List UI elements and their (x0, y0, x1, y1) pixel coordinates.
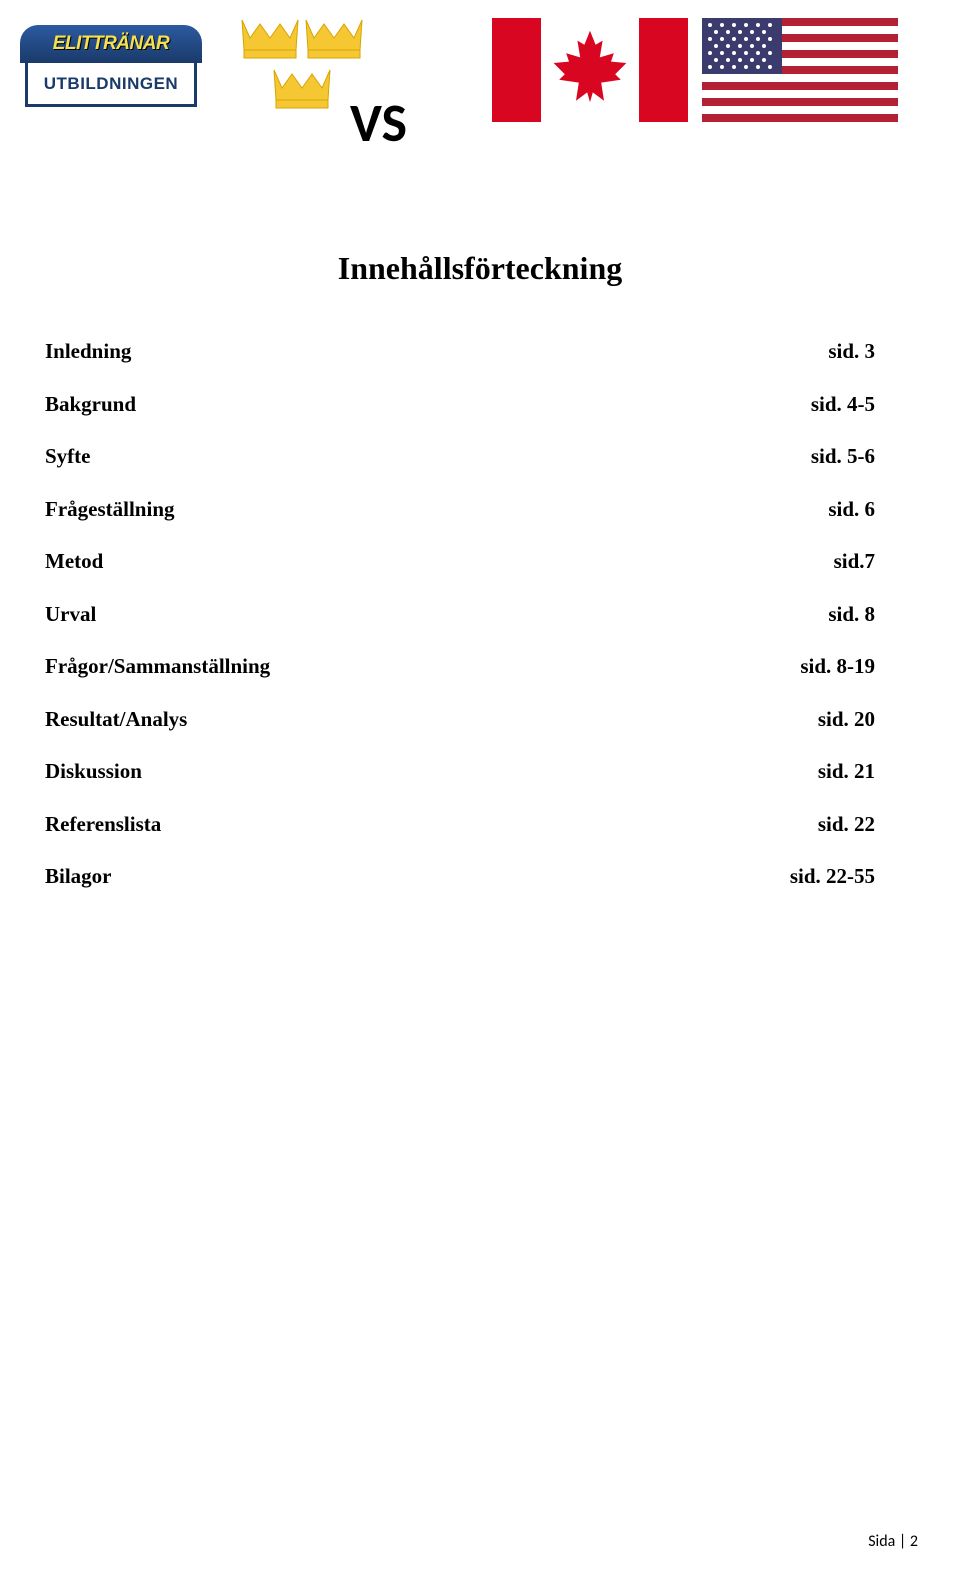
toc-pages: sid. 6 (828, 483, 875, 536)
toc-row: Bakgrund sid. 4-5 (45, 378, 875, 431)
toc-label: Inledning (45, 325, 131, 378)
toc-pages: sid. 3 (828, 325, 875, 378)
toc-row: Inledning sid. 3 (45, 325, 875, 378)
toc-pages: sid. 22-55 (790, 850, 875, 903)
logo-bottom-text: UTBILDNINGEN (25, 63, 197, 107)
flags-group (492, 18, 898, 122)
table-of-contents: Inledning sid. 3 Bakgrund sid. 4-5 Syfte… (0, 325, 960, 903)
toc-pages: sid. 8 (828, 588, 875, 641)
toc-label: Metod (45, 535, 103, 588)
toc-label: Urval (45, 588, 96, 641)
toc-label: Bilagor (45, 850, 112, 903)
usa-flag-icon (702, 18, 898, 122)
toc-pages: sid. 4-5 (811, 378, 875, 431)
toc-row: Frågor/Sammanställning sid. 8-19 (45, 640, 875, 693)
canada-flag-icon (492, 18, 688, 122)
toc-row: Referenslista sid. 22 (45, 798, 875, 851)
toc-row: Bilagor sid. 22-55 (45, 850, 875, 903)
vs-label: VS (350, 90, 407, 156)
toc-label: Referenslista (45, 798, 161, 851)
toc-label: Frågeställning (45, 483, 175, 536)
toc-label: Diskussion (45, 745, 142, 798)
program-logo: ELITTRÄNAR UTBILDNINGEN (20, 25, 202, 115)
toc-row: Metod sid.7 (45, 535, 875, 588)
toc-pages: sid. 21 (818, 745, 875, 798)
toc-pages: sid. 8-19 (800, 640, 875, 693)
toc-label: Resultat/Analys (45, 693, 187, 746)
header-bar: ELITTRÄNAR UTBILDNINGEN (0, 0, 960, 150)
toc-label: Syfte (45, 430, 91, 483)
logo-top-text: ELITTRÄNAR (20, 25, 202, 63)
toc-row: Syfte sid. 5-6 (45, 430, 875, 483)
page-footer: Sida | 2 (868, 1532, 918, 1551)
toc-row: Diskussion sid. 21 (45, 745, 875, 798)
toc-row: Urval sid. 8 (45, 588, 875, 641)
toc-pages: sid.7 (834, 535, 875, 588)
page-title: Innehållsförteckning (0, 250, 960, 287)
toc-row: Resultat/Analys sid. 20 (45, 693, 875, 746)
toc-pages: sid. 22 (818, 798, 875, 851)
toc-label: Bakgrund (45, 378, 136, 431)
toc-row: Frågeställning sid. 6 (45, 483, 875, 536)
toc-label: Frågor/Sammanställning (45, 640, 270, 693)
toc-pages: sid. 5-6 (811, 430, 875, 483)
toc-pages: sid. 20 (818, 693, 875, 746)
